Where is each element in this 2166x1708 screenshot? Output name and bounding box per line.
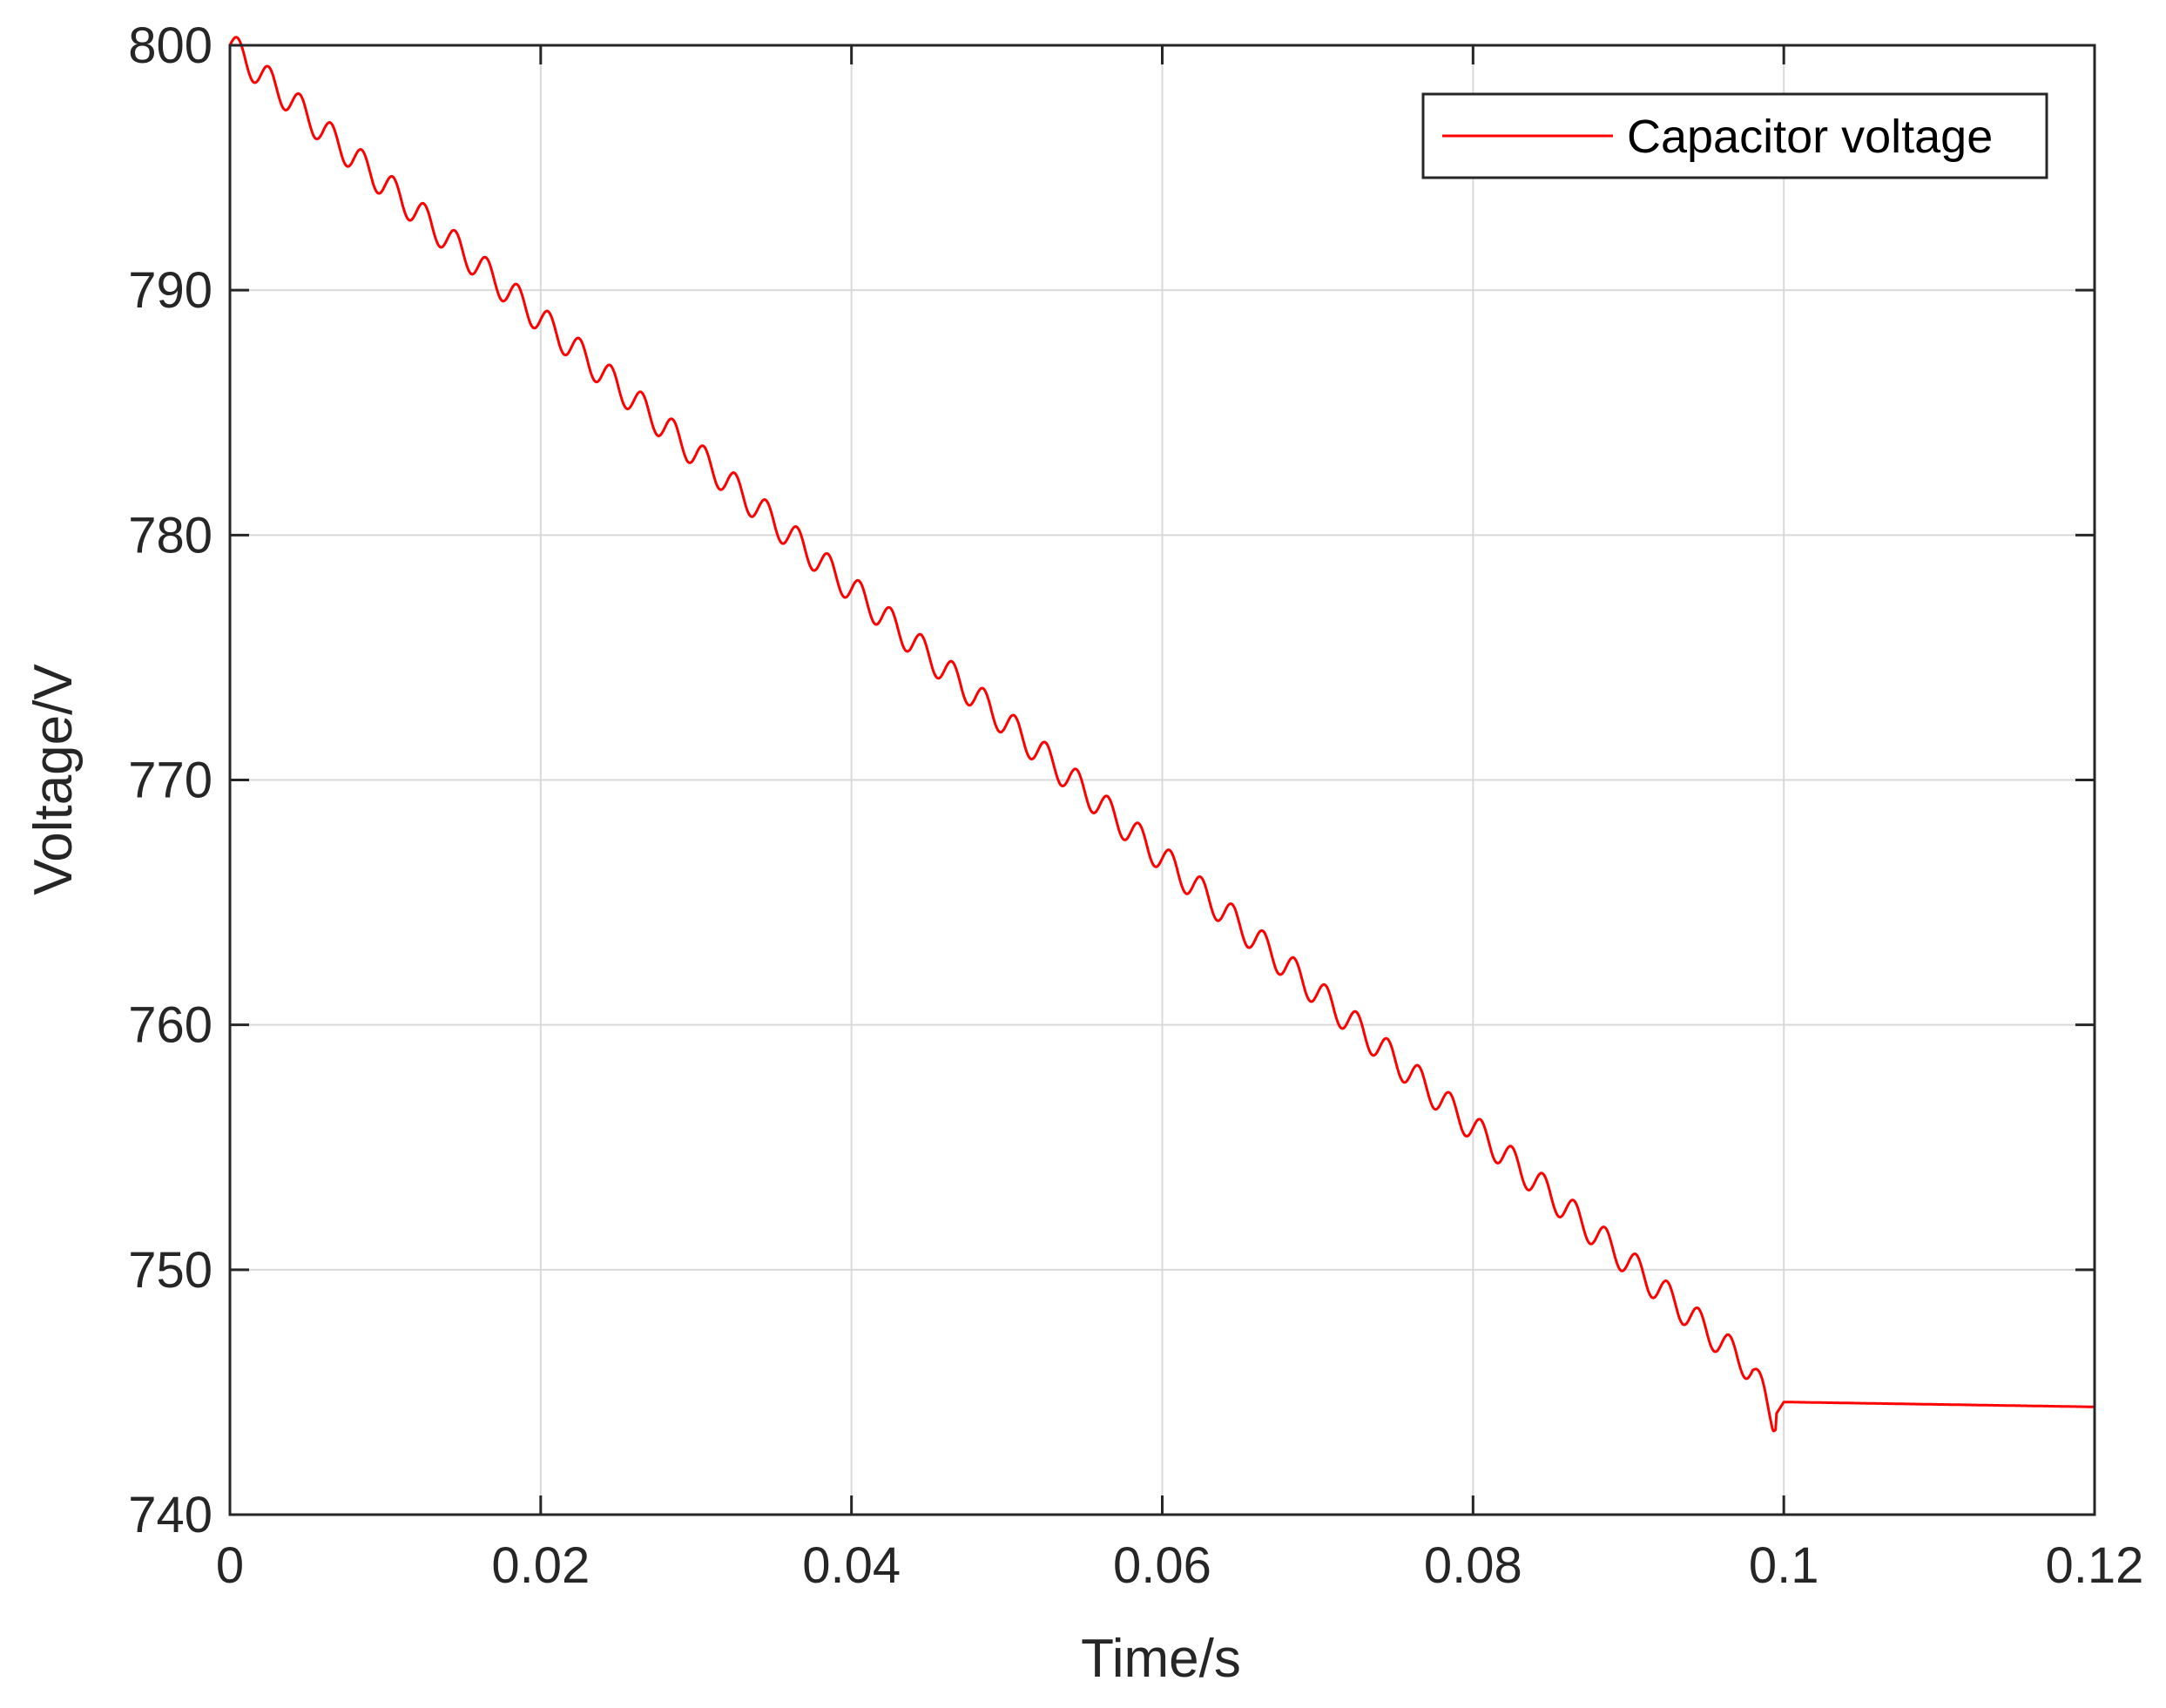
x-tick-label: 0.02 (491, 1537, 590, 1594)
x-tick-labels: 0 0.02 0.04 0.06 0.08 0.1 0.12 (216, 1537, 2144, 1594)
y-tick-label: 750 (128, 1242, 213, 1299)
grid-lines (230, 45, 2095, 1515)
series-layer (228, 36, 2095, 1433)
x-tick-label: 0 (216, 1537, 244, 1594)
plot-frame (228, 44, 2096, 1516)
x-axis-label: Time/s (1081, 1629, 1241, 1689)
y-tick-labels: 740 750 760 770 780 790 800 (128, 17, 213, 1543)
x-tick-label: 0.12 (2046, 1537, 2144, 1594)
y-axis-label: Voltage/V (24, 664, 84, 895)
x-tick-label: 0.08 (1424, 1537, 1522, 1594)
x-tick-label: 0.04 (802, 1537, 901, 1594)
series-line-capacitor-voltage (228, 36, 2095, 1433)
y-tick-label: 740 (128, 1487, 213, 1543)
legend: Capacitor voltage (1421, 92, 2048, 179)
legend-label-capacitor-voltage: Capacitor voltage (1627, 111, 1993, 163)
y-tick-label: 770 (128, 753, 213, 809)
y-tick-label: 790 (128, 262, 213, 319)
x-tick-label: 0.1 (1749, 1537, 1819, 1594)
y-tick-label: 800 (128, 17, 213, 74)
y-tick-label: 780 (128, 507, 213, 564)
y-tick-label: 760 (128, 997, 213, 1054)
x-tick-label: 0.06 (1113, 1537, 1211, 1594)
